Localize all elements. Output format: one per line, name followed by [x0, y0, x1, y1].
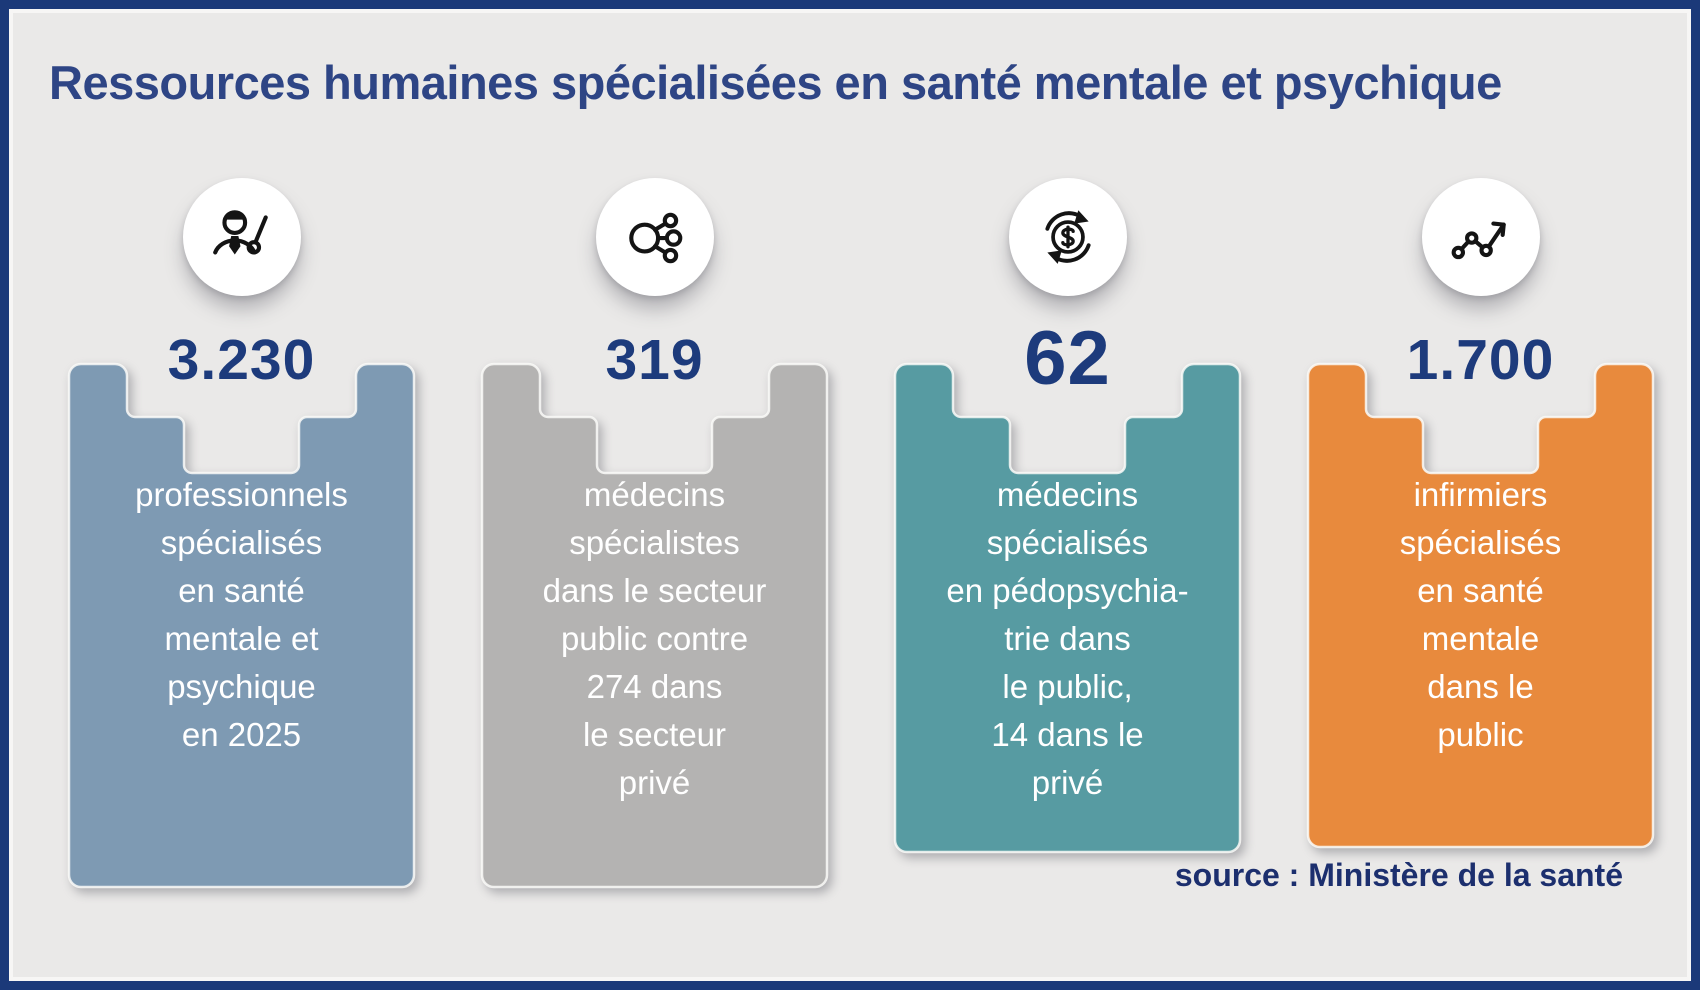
stat-description: médecins spécialisés en pédopsychia- tri…	[946, 476, 1189, 801]
card-infirmiers: 1.700 infirmiers spécialisés en santé me…	[1306, 9, 1655, 981]
stat-description: professionnels spécialisés en santé ment…	[135, 476, 348, 753]
card-shape	[893, 362, 1242, 854]
card-professionnels: 3.230 professionnels spécialisés en sant…	[67, 9, 416, 981]
stat-description: médecins spécialistes dans le secteur pu…	[542, 476, 767, 801]
dollar-cycle-icon	[1044, 210, 1091, 264]
icon-badge	[595, 178, 714, 296]
card-shape	[1306, 362, 1655, 849]
stat-number: 3.230	[167, 328, 316, 392]
trend-chart-icon	[1451, 221, 1506, 260]
stat-description: infirmiers spécialisés en santé mentale …	[1399, 476, 1562, 753]
stat-number: 1.700	[1406, 328, 1555, 392]
stat-number: 319	[605, 328, 704, 392]
page-title: Ressources humaines spécialisées en sant…	[49, 56, 1502, 109]
card-shape	[480, 362, 829, 889]
stat-number: 62	[1024, 316, 1111, 401]
cards-row: 3.230 professionnels spécialisés en sant…	[9, 9, 1691, 981]
card-pedopsychiatrie: 62 médecins spécialisés en pédopsychia- …	[893, 9, 1242, 981]
network-nodes-icon	[628, 212, 682, 264]
icon-badge	[1008, 178, 1127, 296]
icon-badge	[1421, 178, 1540, 296]
source-credit: source : Ministère de la santé	[1174, 857, 1623, 893]
professional-person-icon	[212, 210, 268, 255]
card-shape	[67, 362, 416, 889]
icon-badge	[182, 178, 301, 296]
card-medecins-specialistes: 319 médecins spécialistes dans le secteu…	[480, 9, 829, 981]
